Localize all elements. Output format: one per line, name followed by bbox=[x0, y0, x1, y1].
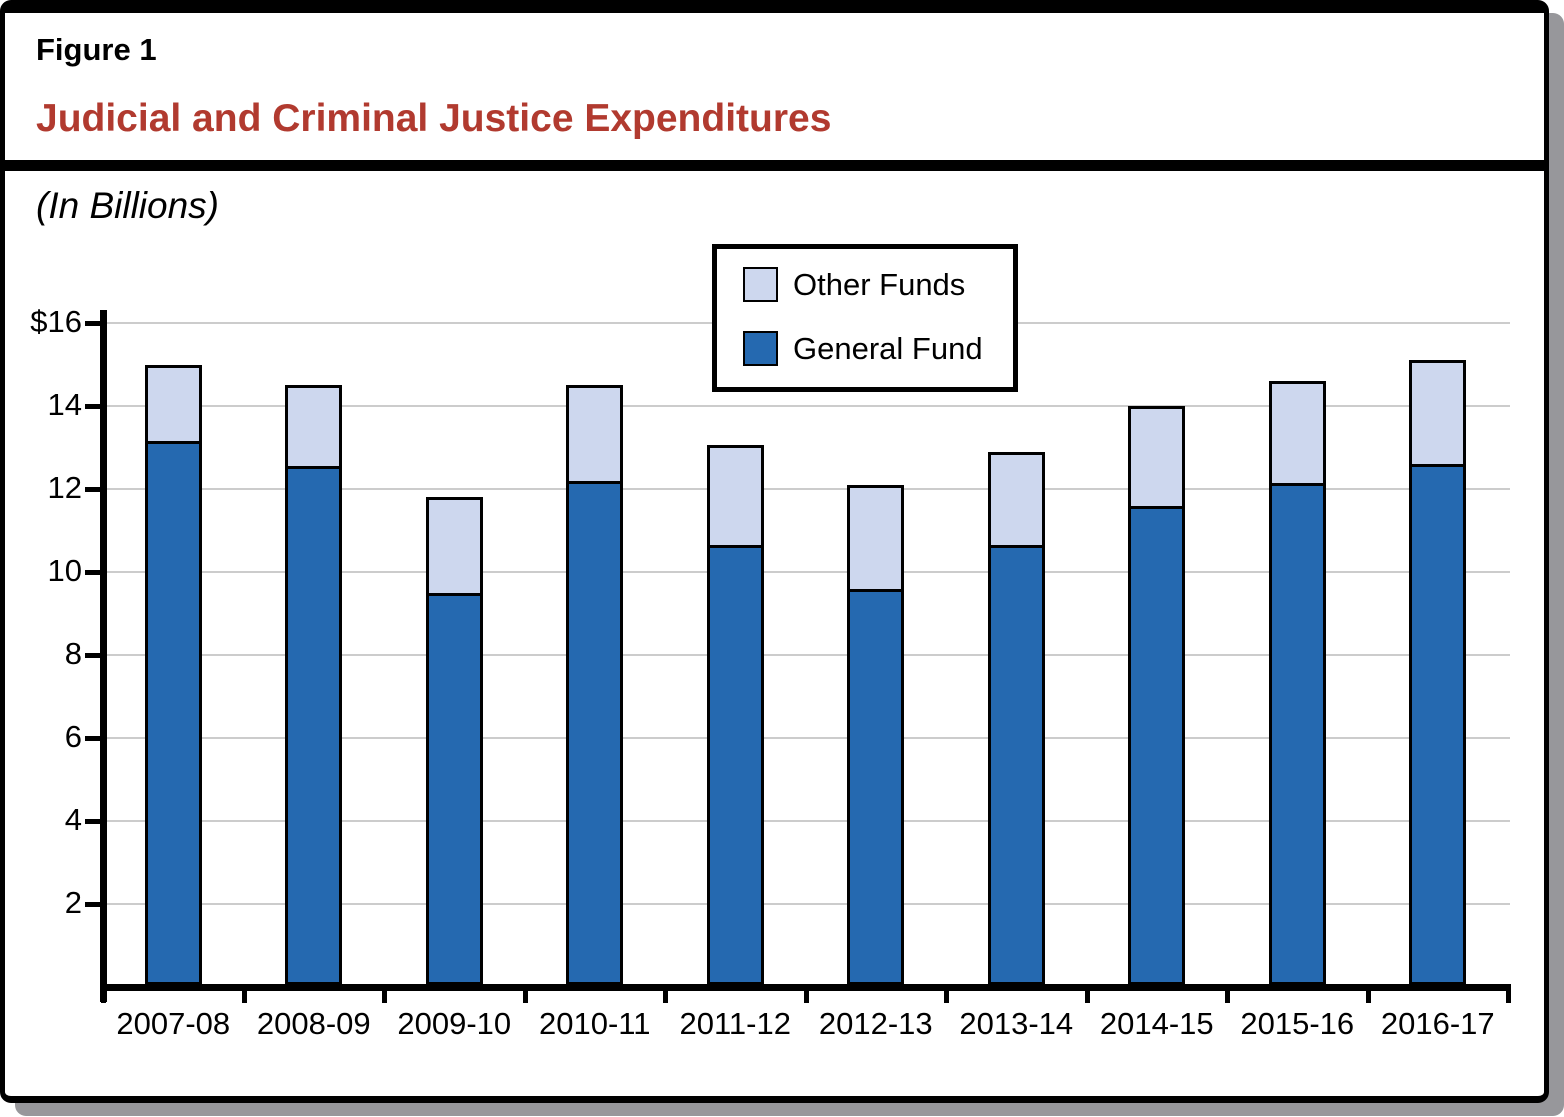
x-tick-label-2007-08: 2007-08 bbox=[116, 1006, 231, 1041]
legend-box: Other Funds General Fund bbox=[712, 244, 1018, 392]
bar-2010-11 bbox=[566, 385, 624, 985]
x-tick-label-2013-14: 2013-14 bbox=[959, 1006, 1074, 1041]
y-axis-tick-6 bbox=[85, 736, 103, 741]
x-axis-tick-1 bbox=[241, 987, 247, 1003]
other-funds-swatch bbox=[743, 267, 778, 302]
x-axis-tick-9 bbox=[1365, 987, 1371, 1003]
x-axis-line bbox=[100, 984, 1511, 991]
bar-2007-08 bbox=[144, 364, 202, 985]
legend-label-other-funds: Other Funds bbox=[793, 266, 966, 302]
bar-2014-15 bbox=[1128, 406, 1186, 985]
bar-segment-general-fund-2013-14 bbox=[990, 545, 1042, 982]
y-tick-label-8: 8 bbox=[64, 636, 82, 671]
bar-2015-16 bbox=[1268, 381, 1326, 985]
x-axis-tick-7 bbox=[1084, 987, 1090, 1003]
bar-segment-general-fund-2014-15 bbox=[1131, 505, 1183, 982]
x-tick-label-2015-16: 2015-16 bbox=[1240, 1006, 1355, 1041]
gridline-4 bbox=[103, 820, 1510, 822]
bar-segment-general-fund-2016-17 bbox=[1412, 464, 1464, 982]
legend-label-general-fund: General Fund bbox=[793, 330, 983, 366]
y-axis-tick-4 bbox=[85, 819, 103, 824]
bar-segment-general-fund-2010-11 bbox=[569, 480, 621, 982]
y-axis-tick-14 bbox=[85, 404, 103, 409]
header-divider-rule bbox=[4, 160, 1545, 171]
x-axis-tick-6 bbox=[944, 987, 949, 1003]
x-tick-label-2009-10: 2009-10 bbox=[397, 1006, 512, 1041]
x-tick-label-2008-09: 2008-09 bbox=[256, 1006, 371, 1041]
x-tick-label-2016-17: 2016-17 bbox=[1380, 1006, 1495, 1041]
y-tick-label-10: 10 bbox=[47, 553, 82, 588]
y-axis-tick-8 bbox=[85, 653, 103, 658]
x-tick-label-2014-15: 2014-15 bbox=[1099, 1006, 1214, 1041]
y-tick-label-6: 6 bbox=[64, 719, 82, 754]
x-axis-tick-10 bbox=[1506, 987, 1511, 1003]
gridline-2 bbox=[103, 903, 1510, 905]
figure-title: Judicial and Criminal Justice Expenditur… bbox=[36, 97, 832, 140]
legend-item-other-funds: Other Funds bbox=[743, 267, 965, 302]
x-axis-tick-5 bbox=[803, 987, 809, 1003]
gridline-10 bbox=[103, 571, 1510, 573]
y-tick-label-2: 2 bbox=[64, 885, 82, 920]
y-axis-tick-2 bbox=[85, 902, 103, 907]
x-tick-label-2012-13: 2012-13 bbox=[818, 1006, 933, 1041]
bar-2011-12 bbox=[706, 445, 764, 985]
gridline-14 bbox=[103, 405, 1510, 407]
bar-segment-general-fund-2007-08 bbox=[147, 441, 199, 982]
bar-2008-09 bbox=[285, 385, 343, 985]
bar-2009-10 bbox=[425, 497, 483, 985]
gridline-6 bbox=[103, 737, 1510, 739]
bar-2013-14 bbox=[987, 451, 1045, 985]
general-fund-swatch bbox=[743, 331, 778, 366]
y-tick-label-4: 4 bbox=[64, 802, 82, 837]
y-tick-label-12: 12 bbox=[47, 470, 82, 505]
bar-segment-general-fund-2012-13 bbox=[850, 588, 902, 982]
bar-segment-general-fund-2015-16 bbox=[1271, 482, 1323, 982]
y-axis-tick-10 bbox=[85, 570, 103, 575]
y-tick-label-14: 14 bbox=[47, 387, 82, 422]
y-axis-tick-12 bbox=[85, 487, 103, 492]
x-tick-label-2011-12: 2011-12 bbox=[679, 1006, 791, 1041]
figure-number: Figure 1 bbox=[36, 32, 157, 67]
bar-2012-13 bbox=[847, 484, 905, 985]
x-axis-tick-3 bbox=[522, 987, 528, 1003]
legend-item-general-fund: General Fund bbox=[743, 331, 983, 366]
x-axis-tick-2 bbox=[382, 987, 387, 1003]
gridline-8 bbox=[103, 654, 1510, 656]
y-tick-label-16: $16 bbox=[30, 304, 82, 339]
x-axis-tick-4 bbox=[663, 987, 668, 1003]
y-axis-tick-16 bbox=[85, 321, 103, 326]
x-tick-label-2010-11: 2010-11 bbox=[539, 1006, 651, 1041]
bar-2016-17 bbox=[1409, 360, 1467, 985]
bar-segment-general-fund-2008-09 bbox=[288, 466, 340, 982]
bar-segment-general-fund-2011-12 bbox=[709, 545, 761, 982]
units-subtitle: (In Billions) bbox=[36, 185, 219, 226]
x-axis-tick-8 bbox=[1225, 987, 1230, 1003]
gridline-12 bbox=[103, 488, 1510, 490]
bar-segment-general-fund-2009-10 bbox=[428, 592, 480, 982]
y-axis-line bbox=[100, 310, 107, 1002]
